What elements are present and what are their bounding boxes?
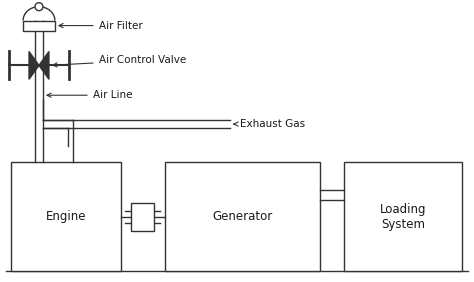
- Text: Air Filter: Air Filter: [59, 21, 142, 30]
- Polygon shape: [29, 51, 39, 79]
- Bar: [345, 162, 462, 271]
- Bar: [165, 162, 319, 271]
- Text: Generator: Generator: [212, 210, 273, 223]
- Text: Exhaust Gas: Exhaust Gas: [234, 119, 305, 129]
- Polygon shape: [39, 51, 49, 79]
- Text: Loading
System: Loading System: [380, 203, 427, 231]
- Bar: [130, 203, 155, 231]
- Bar: [23, 21, 55, 30]
- Wedge shape: [25, 7, 53, 21]
- Text: Engine: Engine: [46, 210, 86, 223]
- Circle shape: [35, 3, 43, 11]
- Text: Air Control Valve: Air Control Valve: [53, 55, 186, 67]
- Bar: [11, 162, 120, 271]
- Text: Air Line: Air Line: [47, 90, 132, 100]
